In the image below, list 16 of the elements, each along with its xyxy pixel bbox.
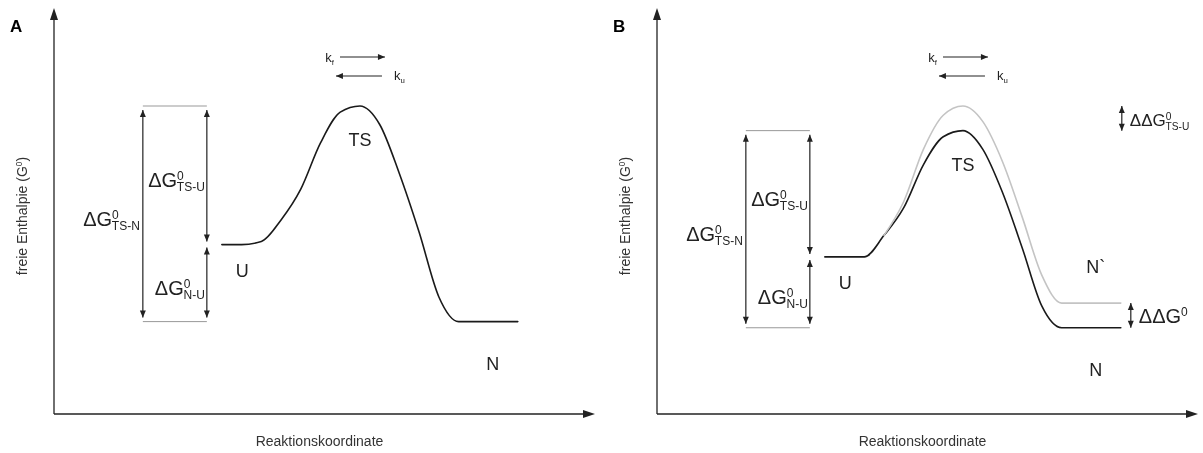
annotation: N` [1086,257,1106,278]
annotation: TS [348,130,372,150]
annotation: U [838,272,852,293]
annotation: U [235,260,249,281]
x-axis-title: Reaktionskoordinate [255,433,384,449]
annotation: TS [951,154,975,175]
text: k$_{u}$ [996,68,1008,85]
annotation: ΔΔG$^{0}$ [1138,305,1189,328]
chart-title: A [10,17,23,36]
annotation: N [1089,359,1103,380]
text: k$_{f}$ [928,50,938,67]
x-axis-title: Reaktionskoordinate [858,433,987,449]
text: k$_{f}$ [325,50,335,67]
text: k$_{u}$ [393,68,405,85]
chart-title: B [613,17,626,36]
annotation: N [486,353,500,374]
